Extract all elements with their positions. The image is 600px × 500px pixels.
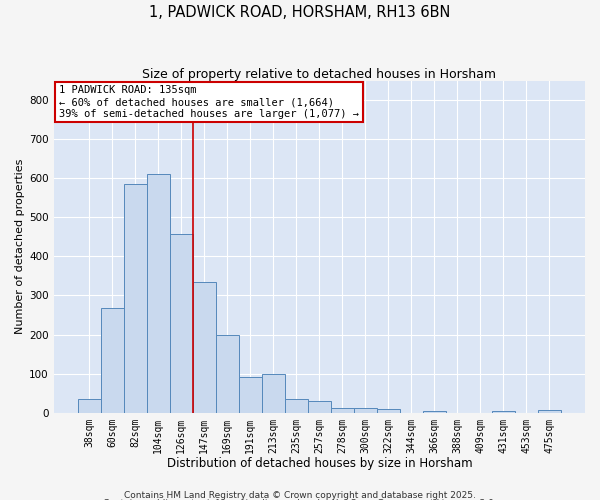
Bar <box>262 374 285 412</box>
Bar <box>101 308 124 412</box>
Bar <box>285 399 308 412</box>
X-axis label: Distribution of detached houses by size in Horsham: Distribution of detached houses by size … <box>167 457 472 470</box>
Text: 1, PADWICK ROAD, HORSHAM, RH13 6BN: 1, PADWICK ROAD, HORSHAM, RH13 6BN <box>149 5 451 20</box>
Bar <box>193 282 216 412</box>
Bar <box>216 334 239 412</box>
Bar <box>331 408 354 412</box>
Text: Contains HM Land Registry data © Crown copyright and database right 2025.: Contains HM Land Registry data © Crown c… <box>124 490 476 500</box>
Bar <box>239 377 262 412</box>
Bar <box>377 409 400 412</box>
Bar <box>538 410 561 412</box>
Bar <box>492 411 515 412</box>
Bar <box>423 411 446 412</box>
Bar <box>308 401 331 412</box>
Bar <box>78 399 101 412</box>
Y-axis label: Number of detached properties: Number of detached properties <box>15 159 25 334</box>
Text: 1 PADWICK ROAD: 135sqm
← 60% of detached houses are smaller (1,664)
39% of semi-: 1 PADWICK ROAD: 135sqm ← 60% of detached… <box>59 86 359 118</box>
Bar <box>147 174 170 412</box>
Title: Size of property relative to detached houses in Horsham: Size of property relative to detached ho… <box>142 68 496 80</box>
Bar <box>170 234 193 412</box>
Bar <box>354 408 377 412</box>
Bar <box>124 184 147 412</box>
Text: Contains public sector information licensed under the Open Government Licence v3: Contains public sector information licen… <box>103 499 497 500</box>
